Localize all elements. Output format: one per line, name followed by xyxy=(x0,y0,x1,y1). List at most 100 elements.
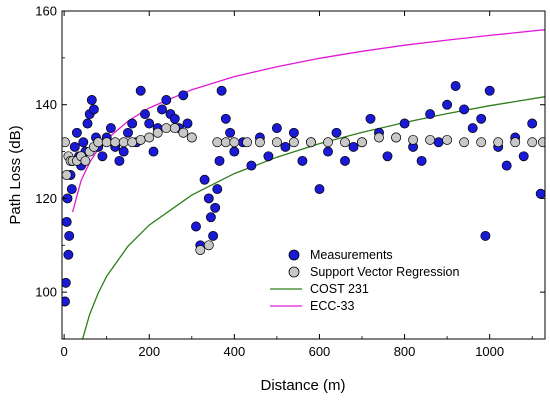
measurement-point xyxy=(62,216,72,227)
svr-point xyxy=(212,137,223,148)
measurement-point xyxy=(114,155,125,166)
measurement-point xyxy=(229,146,240,157)
svr-point xyxy=(118,137,129,148)
measurement-point xyxy=(182,118,193,129)
measurement-point xyxy=(148,146,159,157)
measurement-point xyxy=(63,249,74,260)
measurement-point xyxy=(64,230,75,241)
svr-point xyxy=(442,134,453,145)
svr-point xyxy=(101,137,112,148)
svr-point xyxy=(242,137,253,148)
measurement-point xyxy=(382,151,393,162)
legend: Measurements Support Vector Regression C… xyxy=(270,248,459,313)
measurement-point xyxy=(62,277,71,288)
svr-point xyxy=(80,155,91,166)
x-tick-label: 600 xyxy=(309,344,331,359)
svr-point xyxy=(254,137,265,148)
measurement-point xyxy=(331,127,342,138)
measurement-point xyxy=(271,123,282,134)
x-tick-label: 0 xyxy=(61,344,68,359)
svr-point xyxy=(135,134,146,145)
measurement-point xyxy=(203,193,214,204)
measurement-point xyxy=(140,109,150,120)
measurement-point xyxy=(210,202,221,213)
svr-point xyxy=(459,137,470,148)
legend-label-svr: Support Vector Regression xyxy=(310,265,459,279)
measurement-point xyxy=(118,146,129,157)
measurement-point xyxy=(501,160,512,171)
svr-point xyxy=(161,123,172,134)
svr-point xyxy=(408,134,419,145)
measurement-point xyxy=(71,127,82,138)
svr-point xyxy=(374,132,384,143)
svr-point xyxy=(527,137,538,148)
svr-point xyxy=(537,137,545,148)
measurement-point xyxy=(69,141,80,152)
y-axis-label: Path Loss (dB) xyxy=(7,125,24,224)
svr-point xyxy=(476,137,487,148)
svr-point xyxy=(195,245,206,255)
x-tick-label: 800 xyxy=(394,344,416,359)
measurement-point xyxy=(340,155,350,166)
measurement-point xyxy=(135,85,146,96)
svr-point xyxy=(340,137,350,148)
svr-point xyxy=(169,123,180,134)
svr-point xyxy=(110,137,121,148)
svr-point xyxy=(93,137,104,148)
measurement-point xyxy=(263,151,274,162)
measurement-point xyxy=(178,90,189,101)
legend-label-measurements: Measurements xyxy=(310,248,393,262)
svr-point xyxy=(323,137,333,148)
svr-point xyxy=(62,137,70,148)
measurement-point xyxy=(416,155,427,166)
measurement-point xyxy=(86,95,97,105)
svr-point xyxy=(493,137,504,148)
measurement-point xyxy=(280,141,291,152)
series-layer xyxy=(62,29,545,339)
series-line-cost-231 xyxy=(81,96,545,339)
legend-marker-measurements xyxy=(288,249,300,261)
svr-point xyxy=(305,137,316,148)
measurement-point xyxy=(365,113,376,124)
measurement-point xyxy=(527,118,538,129)
measurement-point xyxy=(399,118,410,129)
measurement-point xyxy=(314,184,325,195)
measurement-point xyxy=(450,81,461,91)
svr-point xyxy=(391,132,402,143)
y-tick-label: 120 xyxy=(35,191,57,206)
svr-point xyxy=(425,134,436,145)
measurement-point xyxy=(467,123,478,134)
svr-point xyxy=(62,170,72,180)
x-tick-label: 200 xyxy=(138,344,160,359)
x-tick-label: 400 xyxy=(223,344,245,359)
svr-point xyxy=(203,240,214,251)
measurement-point xyxy=(82,118,93,129)
measurement-point xyxy=(288,127,299,138)
measurement-point xyxy=(220,113,231,124)
measurement-point xyxy=(161,95,172,105)
measurement-point xyxy=(484,85,495,96)
x-tick-label: 1000 xyxy=(475,344,504,359)
y-tick-label: 100 xyxy=(35,285,57,300)
measurement-point xyxy=(127,118,138,129)
measurement-point xyxy=(348,141,359,152)
measurement-point xyxy=(199,174,210,185)
measurement-point xyxy=(535,188,545,199)
measurement-point xyxy=(62,296,70,307)
measurement-point xyxy=(208,230,219,241)
svr-point xyxy=(271,137,282,148)
measurement-point xyxy=(518,151,529,162)
svr-point xyxy=(178,127,189,138)
measurement-point xyxy=(225,127,236,138)
series-line-ecc-33 xyxy=(71,29,545,213)
svr-point xyxy=(220,137,231,148)
svr-point xyxy=(186,132,197,143)
svr-point xyxy=(127,137,138,148)
measurement-point xyxy=(480,230,491,241)
legend-label-ecc33: ECC-33 xyxy=(310,299,355,313)
measurement-point xyxy=(169,113,180,124)
measurement-point xyxy=(323,146,333,157)
svr-point xyxy=(152,127,163,138)
legend-label-cost231: COST 231 xyxy=(310,282,369,296)
measurement-point xyxy=(246,160,257,171)
